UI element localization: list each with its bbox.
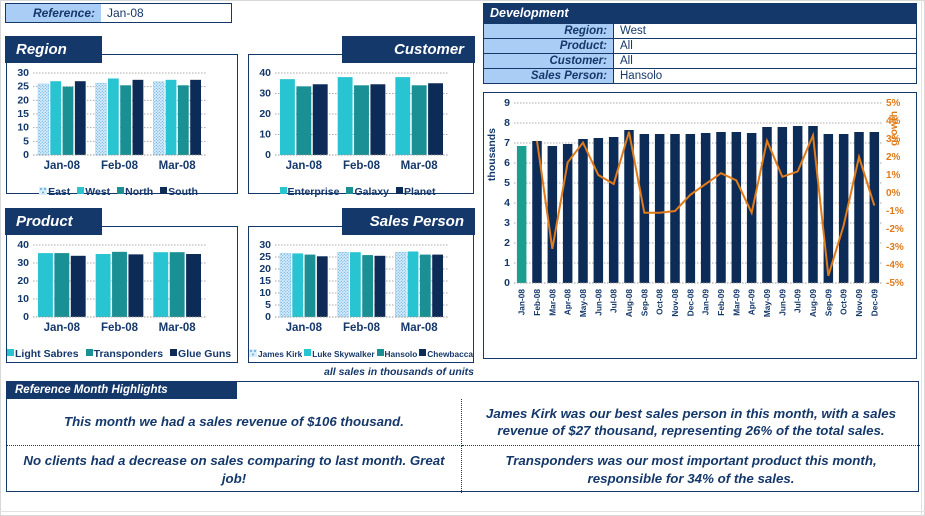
svg-text:5: 5 <box>23 135 29 147</box>
svg-text:0: 0 <box>23 149 29 161</box>
svg-text:0: 0 <box>265 149 271 161</box>
svg-text:10: 10 <box>17 122 29 134</box>
svg-text:6: 6 <box>504 157 510 169</box>
svg-text:0: 0 <box>504 277 510 289</box>
svg-text:Mar-08: Mar-08 <box>401 322 439 334</box>
svg-text:10: 10 <box>259 287 271 299</box>
svg-text:30: 30 <box>17 257 29 269</box>
svg-text:Jan-08: Jan-08 <box>286 160 323 172</box>
svg-text:Aug-09: Aug-09 <box>808 289 818 318</box>
svg-text:-4%: -4% <box>886 260 904 271</box>
svg-text:15: 15 <box>259 275 271 287</box>
svg-text:Jan-08: Jan-08 <box>517 289 527 316</box>
svg-text:30: 30 <box>259 88 271 100</box>
svg-text:Dec-08: Dec-08 <box>685 289 695 317</box>
svg-text:20: 20 <box>17 275 29 287</box>
svg-text:Jun-09: Jun-09 <box>777 289 787 316</box>
svg-text:20: 20 <box>259 263 271 275</box>
svg-text:-2%: -2% <box>886 224 904 235</box>
svg-text:Jan-08: Jan-08 <box>286 322 323 334</box>
svg-text:3: 3 <box>504 217 510 229</box>
svg-text:-1%: -1% <box>886 206 904 217</box>
svg-text:30: 30 <box>259 239 271 251</box>
svg-text:Nov-08: Nov-08 <box>670 289 680 317</box>
svg-text:May-09: May-09 <box>762 289 772 318</box>
svg-text:0%: 0% <box>886 188 901 199</box>
svg-text:Apr-09: Apr-09 <box>747 289 757 316</box>
svg-text:Feb-08: Feb-08 <box>343 322 381 334</box>
svg-text:0: 0 <box>265 311 271 323</box>
svg-text:Feb-08: Feb-08 <box>532 289 542 316</box>
svg-text:1: 1 <box>504 257 510 269</box>
svg-text:Jan-09: Jan-09 <box>701 289 711 316</box>
svg-text:Jul-09: Jul-09 <box>793 289 803 313</box>
svg-text:40: 40 <box>259 67 271 79</box>
svg-text:25: 25 <box>17 81 29 93</box>
svg-text:2: 2 <box>504 237 510 249</box>
svg-text:Aug-08: Aug-08 <box>624 289 634 318</box>
svg-text:10: 10 <box>259 129 271 141</box>
svg-text:Mar-08: Mar-08 <box>159 160 197 172</box>
svg-text:20: 20 <box>259 108 271 120</box>
svg-text:30: 30 <box>17 67 29 79</box>
svg-text:1%: 1% <box>886 170 901 181</box>
svg-text:Mar-09: Mar-09 <box>731 289 741 316</box>
svg-text:4: 4 <box>504 197 510 209</box>
svg-text:8: 8 <box>504 117 510 129</box>
svg-text:Nov-09: Nov-09 <box>854 289 864 317</box>
svg-text:Apr-08: Apr-08 <box>563 289 573 316</box>
svg-text:25: 25 <box>259 251 271 263</box>
svg-text:Sep-08: Sep-08 <box>639 289 649 317</box>
svg-text:Mar-08: Mar-08 <box>401 160 439 172</box>
svg-text:20: 20 <box>17 94 29 106</box>
svg-text:0: 0 <box>23 311 29 323</box>
svg-text:Mar-08: Mar-08 <box>159 322 197 334</box>
svg-text:5: 5 <box>265 299 271 311</box>
svg-text:-3%: -3% <box>886 242 904 253</box>
svg-text:Feb-08: Feb-08 <box>343 160 381 172</box>
svg-text:Feb-08: Feb-08 <box>101 160 139 172</box>
svg-text:5: 5 <box>504 177 510 189</box>
svg-text:Feb-09: Feb-09 <box>716 289 726 316</box>
svg-text:15: 15 <box>17 108 29 120</box>
svg-text:Oct-09: Oct-09 <box>839 289 849 315</box>
svg-text:10: 10 <box>17 293 29 305</box>
svg-text:2%: 2% <box>886 152 901 163</box>
svg-text:May-08: May-08 <box>578 289 588 318</box>
svg-text:Oct-08: Oct-08 <box>655 289 665 315</box>
svg-text:Jan-08: Jan-08 <box>44 322 81 334</box>
svg-text:Dec-09: Dec-09 <box>869 289 879 317</box>
svg-text:-5%: -5% <box>886 278 904 289</box>
svg-text:Sep-09: Sep-09 <box>823 289 833 317</box>
svg-text:Jul-08: Jul-08 <box>609 289 619 313</box>
svg-text:5%: 5% <box>886 98 901 109</box>
svg-text:Mar-08: Mar-08 <box>547 289 557 316</box>
svg-text:Jan-08: Jan-08 <box>44 160 81 172</box>
svg-text:7: 7 <box>504 137 510 149</box>
svg-text:Feb-08: Feb-08 <box>101 322 139 334</box>
svg-text:40: 40 <box>17 239 29 251</box>
svg-text:Jun-08: Jun-08 <box>593 289 603 316</box>
svg-text:9: 9 <box>504 97 510 109</box>
